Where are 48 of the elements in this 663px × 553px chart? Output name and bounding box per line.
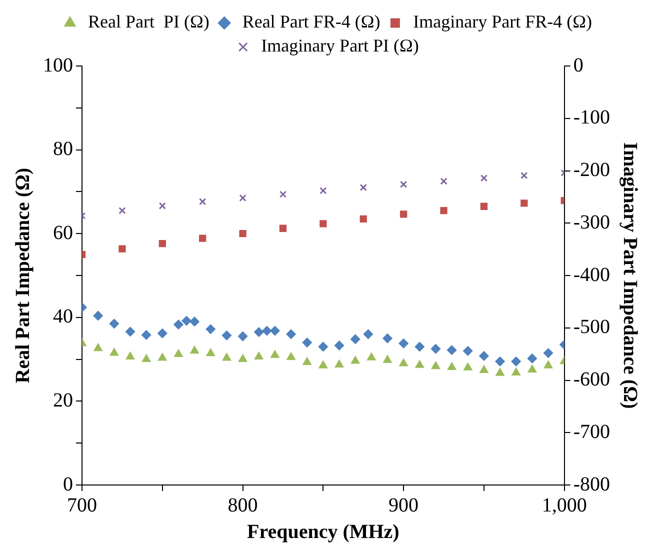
- point: [158, 240, 166, 248]
- y-tick-label: 60: [53, 222, 73, 244]
- point: [440, 178, 448, 185]
- point: [520, 200, 528, 207]
- y2-tick-label: -800: [573, 473, 610, 496]
- point: [199, 198, 206, 206]
- y-tick-label: 0: [63, 473, 73, 496]
- point: [480, 174, 488, 182]
- y2-tick-label: -600: [573, 368, 610, 390]
- y2-tick-label: -300: [573, 211, 610, 234]
- x-tick-label: 700: [67, 494, 97, 516]
- y-tick-label: 80: [53, 138, 73, 160]
- y2-tick-label: 0: [573, 54, 584, 76]
- point: [239, 194, 246, 202]
- point: [118, 206, 126, 214]
- point: [239, 230, 246, 238]
- point: [158, 202, 166, 210]
- x-axis-title: Frequency (MHz): [246, 521, 400, 544]
- point: [279, 224, 287, 232]
- point: [199, 234, 206, 242]
- point: [360, 215, 367, 223]
- point: [118, 245, 126, 252]
- point: [360, 184, 367, 192]
- legend-label: Imaginary Part FR-4 (Ω): [413, 12, 592, 32]
- y-tick-label: 20: [53, 389, 73, 412]
- point: [480, 202, 488, 210]
- x-tick-label: 900: [388, 494, 419, 516]
- y-axis-title: Real Part Impedance (Ω): [12, 168, 34, 384]
- x-tick-label: 800: [228, 494, 258, 516]
- y-tick-label: 100: [43, 54, 73, 76]
- y2-tick-label: -200: [573, 159, 610, 181]
- y2-axis-title: Imaginary Part Impedance (Ω): [618, 142, 641, 409]
- x-tick-label: 1,000: [542, 494, 587, 516]
- legend-label: Real Part FR-4 (Ω): [242, 12, 380, 32]
- point: [440, 206, 448, 214]
- point: [400, 210, 408, 218]
- y2-tick-label: -100: [573, 106, 610, 129]
- legend-label: Imaginary Part PI (Ω): [261, 36, 419, 56]
- y2-tick-label: -700: [573, 420, 610, 443]
- point: [320, 187, 327, 194]
- point: [400, 180, 408, 188]
- y2-tick-label: -500: [573, 316, 610, 338]
- point: [520, 172, 528, 180]
- point: [279, 190, 287, 198]
- y2-tick-label: -400: [573, 264, 610, 286]
- point: [320, 220, 327, 228]
- legend-label: Real Part PI (Ω): [88, 12, 210, 32]
- y-tick-label: 40: [53, 306, 73, 328]
